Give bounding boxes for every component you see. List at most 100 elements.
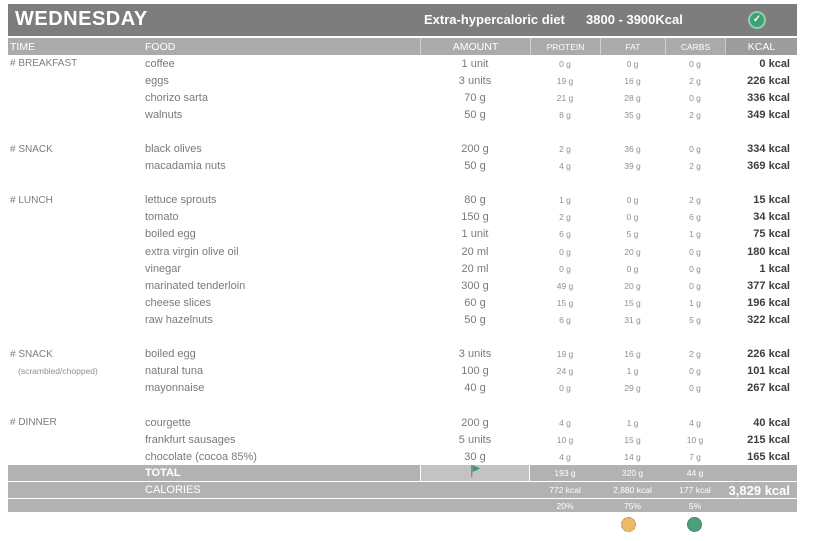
protein-cell: 49 g: [556, 280, 574, 291]
percent-fat: 75%: [623, 500, 641, 511]
table-row: walnuts 50 g 8 g 35 g 2 g 349 kcal: [8, 106, 797, 123]
calories-carbs: 177 kcal: [679, 485, 711, 496]
fat-cell: 1 g: [626, 366, 639, 377]
fat-cell: 28 g: [624, 92, 641, 103]
carbs-cell: 10 g: [686, 434, 704, 445]
fat-cell: 20 g: [624, 246, 641, 257]
spacer-row: [8, 329, 797, 346]
table-row: # DINNER courgette 200 g 4 g 1 g 4 g 40 kcal: [8, 414, 797, 431]
table-row: mayonnaise 40 g 0 g 29 g 0 g 267 kcal: [8, 380, 797, 397]
kcal-cell: 196 kcal: [747, 296, 790, 309]
fat-cell: 0 g: [626, 263, 639, 274]
legend-row: [8, 516, 797, 536]
column-header-food: FOOD: [145, 40, 176, 53]
table-row: eggs 3 units 19 g 16 g 2 g 226 kcal: [8, 72, 797, 89]
amount-cell: 80 g: [464, 194, 486, 207]
column-header-row: TIME FOOD AMOUNT PROTEIN FAT CARBS KCAL: [8, 38, 797, 55]
percent-protein: 20%: [556, 500, 574, 511]
protein-cell: 2 g: [559, 144, 571, 155]
carbs-cell: 0 g: [689, 246, 701, 257]
time-cell: # DINNER: [10, 417, 57, 429]
kcal-cell: 226 kcal: [747, 74, 790, 87]
amount-cell: 5 units: [458, 433, 492, 446]
table-row: chocolate (cocoa 85%) 30 g 4 g 14 g 7 g 165 k…: [8, 448, 797, 465]
amount-cell: 40 g: [464, 382, 486, 395]
fat-cell: 31 g: [624, 314, 641, 325]
fat-cell: 16 g: [624, 349, 641, 360]
table-row: marinated tenderloin 300 g 49 g 20 g 0 g 377 …: [8, 277, 797, 294]
food-cell: vinegar: [145, 262, 182, 275]
carbs-cell: 1 g: [689, 297, 701, 308]
table-row: macadamia nuts 50 g 4 g 39 g 2 g 369 kcal: [8, 158, 797, 175]
fat-cell: 15 g: [624, 434, 641, 445]
food-cell: frankfurt sausages: [145, 433, 236, 446]
amount-cell: 50 g: [464, 160, 486, 173]
spacer-row: [8, 397, 797, 414]
total-protein: 193 g: [554, 468, 576, 479]
carbs-cell: 5 g: [689, 314, 701, 325]
carbs-cell: 0 g: [689, 383, 701, 394]
kcal-cell: 101 kcal: [747, 365, 790, 378]
amount-cell: 200 g: [461, 416, 489, 429]
fat-cell: 36 g: [624, 144, 641, 155]
kcal-cell: 215 kcal: [747, 433, 790, 446]
fat-cell: 20 g: [624, 280, 641, 291]
time-cell: # SNACK: [10, 348, 53, 360]
table-row: frankfurt sausages 5 units 10 g 15 g 10 g 215…: [8, 431, 797, 448]
total-carbs: 44 g: [686, 468, 704, 479]
amount-cell: 70 g: [464, 91, 486, 104]
food-cell: black olives: [145, 143, 202, 156]
fat-cell: 35 g: [624, 109, 641, 120]
amount-cell: 300 g: [461, 279, 489, 292]
kcal-cell: 267 kcal: [747, 382, 790, 395]
food-cell: natural tuna: [145, 365, 204, 378]
table-row: # SNACK boiled egg 3 units 19 g 16 g 2 g 226 k…: [8, 346, 797, 363]
amount-cell: 60 g: [464, 296, 486, 309]
column-header-carbs: CARBS: [665, 38, 725, 55]
fat-cell: 0 g: [626, 212, 639, 223]
protein-cell: 4 g: [559, 417, 571, 428]
carbs-cell: 2 g: [689, 161, 701, 172]
protein-cell: 19 g: [556, 75, 574, 86]
time-cell: # BREAKFAST: [10, 58, 78, 70]
carbs-cell: 2 g: [689, 75, 701, 86]
kcal-cell: 334 kcal: [747, 143, 790, 156]
food-cell: cheese slices: [145, 296, 212, 309]
kcal-cell: 0 kcal: [759, 57, 790, 70]
table-row: cheese slices 60 g 15 g 15 g 1 g 196 kcal: [8, 294, 797, 311]
kcal-cell: 40 kcal: [753, 416, 790, 429]
kcal-cell: 369 kcal: [747, 160, 790, 173]
food-cell: chocolate (cocoa 85%): [145, 450, 257, 463]
carbs-cell: 6 g: [689, 212, 701, 223]
title-bar: WEDNESDAY Extra-hypercaloric diet 3800 -…: [8, 4, 797, 36]
table-row: chorizo sarta 70 g 21 g 28 g 0 g 336 kcal: [8, 89, 797, 106]
amount-cell: 3 units: [458, 348, 492, 361]
food-cell: mayonnaise: [145, 382, 205, 395]
protein-cell: 8 g: [559, 109, 571, 120]
carbs-cell: 2 g: [689, 195, 701, 206]
food-cell: courgette: [145, 416, 191, 429]
total-label: TOTAL: [145, 467, 181, 480]
food-cell: coffee: [145, 57, 175, 70]
calories-fat: 2,880 kcal: [613, 485, 652, 496]
carbs-cell: 0 g: [689, 280, 701, 291]
kcal-cell: 336 kcal: [747, 91, 790, 104]
calories-row: CALORIES 772 kcal 2,880 kcal 177 kcal 3,…: [8, 482, 797, 500]
amount-cell: 200 g: [461, 143, 489, 156]
carbs-cell: 1 g: [689, 229, 701, 240]
table-row: # BREAKFAST coffee 1 unit 0 g 0 g 0 g 0 kcal: [8, 55, 797, 72]
kcal-cell: 322 kcal: [747, 313, 790, 326]
amount-cell: 50 g: [464, 313, 486, 326]
column-header-kcal: KCAL: [725, 38, 797, 55]
amount-cell: 1 unit: [461, 57, 489, 70]
kcal-cell: 349 kcal: [747, 108, 790, 121]
table-row: extra virgin olive oil 20 ml 0 g 20 g 0 g 180…: [8, 243, 797, 260]
protein-cell: 4 g: [559, 161, 571, 172]
food-cell: eggs: [145, 74, 169, 87]
table-row: # LUNCH lettuce sprouts 80 g 1 g 0 g 2 g 15 kc…: [8, 192, 797, 209]
calories-label: CALORIES: [145, 484, 201, 497]
calories-protein: 772 kcal: [549, 485, 581, 496]
percent-carbs: 5%: [688, 500, 702, 511]
kcal-cell: 165 kcal: [747, 450, 790, 463]
kcal-range: 3800 - 3900Kcal: [586, 12, 683, 27]
